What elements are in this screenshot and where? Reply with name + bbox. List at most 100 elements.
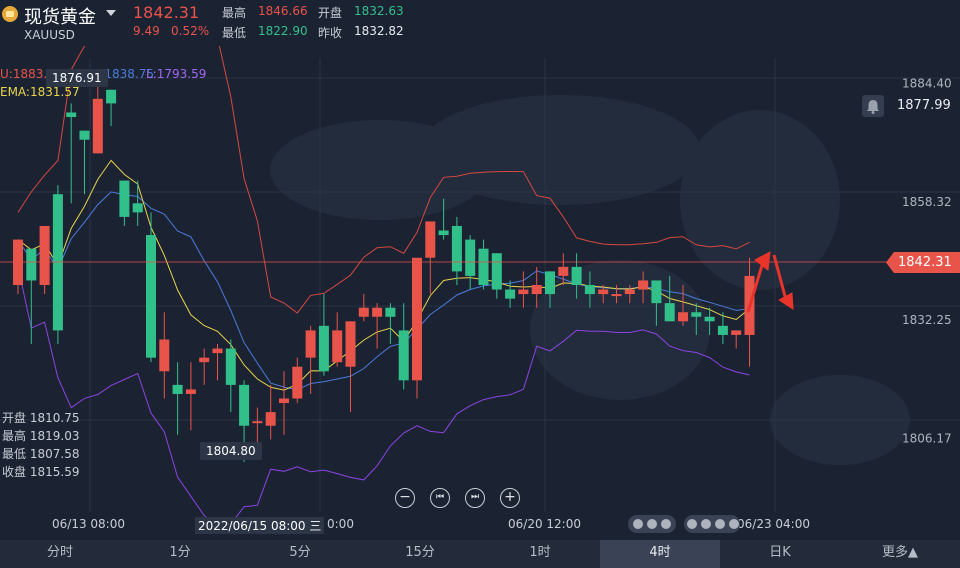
candle-body: [358, 307, 369, 317]
candle-body: [385, 307, 396, 317]
candle-body: [491, 253, 502, 290]
header: 现货黄金 XAUUSD 1842.31 9.49 0.52% 最高 1846.6…: [0, 0, 960, 46]
candle-body: [265, 412, 276, 426]
low-label: 最低: [222, 26, 247, 40]
candle-body: [571, 266, 582, 285]
candle-body: [26, 248, 37, 281]
x-tick-crosshair: 2022/06/15 08:00 三: [195, 517, 325, 534]
lower-band-legend: L:1793.59: [146, 67, 207, 81]
x-tick-1: 06/13 08:00: [52, 517, 125, 531]
x-tick-3: 06/20 12:00: [508, 517, 581, 531]
gold-coin-icon: [2, 6, 18, 22]
ohlc-close-label: 收盘: [2, 465, 27, 479]
ohlc-low: 最低 1807.58: [2, 445, 79, 462]
candle-body: [505, 289, 516, 299]
prev-close-label: 昨收: [318, 26, 343, 40]
candle-body: [465, 239, 476, 276]
tab-4hour[interactable]: 4时: [600, 540, 720, 568]
ema-legend: EMA:1831.57: [0, 85, 80, 99]
tab-5min[interactable]: 5分: [289, 545, 311, 560]
ohlc-close: 收盘 1815.59: [2, 463, 79, 480]
candle-body: [159, 339, 170, 372]
high-marker-tag: 1876.91: [46, 69, 108, 87]
candle-body: [332, 330, 343, 363]
candle-body: [39, 225, 50, 285]
timeframe-tabs: 分时 1分 5分 15分 1时 4时 日K 更多▲: [0, 540, 960, 568]
y-tick-label: 1884.40: [902, 76, 952, 90]
bollinger-bands: [17, 46, 750, 527]
ohlc-high-label: 最高: [2, 429, 27, 443]
candle-body: [412, 257, 422, 381]
candle-body: [478, 248, 489, 285]
ema-line: [17, 159, 750, 391]
tab-daily[interactable]: 日K: [769, 545, 791, 560]
candle-body: [146, 235, 156, 358]
tab-fenshi[interactable]: 分时: [46, 545, 73, 560]
price-axis: 1884.40 1858.32 1832.25 1806.17: [902, 76, 952, 445]
candle-body: [558, 266, 569, 276]
candle-body: [119, 180, 130, 217]
candle-body: [678, 312, 688, 322]
y-tick-label: 1832.25: [902, 313, 952, 327]
instrument-symbol: XAUUSD: [24, 28, 75, 42]
upper-band-line: [17, 46, 750, 314]
open-value: 1832.63: [354, 4, 404, 18]
zoom-in-button[interactable]: +: [500, 488, 520, 508]
candle-body: [545, 271, 555, 295]
ohlc-close-value: 1815.59: [29, 465, 80, 479]
candle-body: [717, 325, 728, 335]
ohlc-open-value: 1810.75: [29, 411, 80, 425]
candle-body: [438, 230, 449, 236]
low-marker-tag: 1804.80: [200, 442, 262, 460]
candle-body: [425, 221, 436, 258]
current-price-badge: [886, 252, 960, 273]
candle-body: [132, 203, 143, 213]
candle-body: [292, 366, 303, 399]
x-tick-crosshair-date: 2022/06/15 08:00: [198, 519, 306, 533]
last-price: 1842.31: [133, 3, 200, 22]
x-tick-crosshair-day: 三: [309, 519, 322, 533]
candlestick-chart[interactable]: 1884.40 1858.32 1832.25 1806.17: [0, 46, 960, 540]
candle-body: [172, 384, 183, 394]
candle-body: [518, 289, 529, 295]
ohlc-low-label: 最低: [2, 447, 27, 461]
scroll-left-button[interactable]: ⏮: [430, 488, 450, 508]
candle-body: [212, 348, 223, 354]
candle-body: [239, 384, 250, 426]
candle-body: [79, 130, 90, 140]
candle-body: [318, 325, 329, 372]
tab-15min[interactable]: 15分: [405, 545, 435, 560]
candle-body: [106, 89, 117, 104]
high-value: 1846.66: [258, 4, 308, 18]
ohlc-low-value: 1807.58: [29, 447, 80, 461]
tab-more[interactable]: 更多▲: [882, 545, 918, 560]
candle-body: [638, 280, 649, 290]
candle-body: [691, 312, 702, 317]
candle-body: [279, 398, 289, 404]
candle-body: [704, 316, 715, 322]
ohlc-open: 开盘 1810.75: [2, 409, 79, 426]
low-value: 1822.90: [258, 24, 308, 38]
tab-1min[interactable]: 1分: [169, 545, 191, 560]
candle-body: [199, 357, 210, 363]
y-tick-label: 1858.32: [902, 195, 952, 209]
red-arrows-annotation: [746, 251, 794, 313]
prev-close-value: 1832.82: [354, 24, 404, 38]
tab-1hour[interactable]: 1时: [529, 545, 551, 560]
alert-bell-icon[interactable]: [862, 95, 884, 117]
candle-body: [185, 389, 196, 394]
price-change-pct: 0.52%: [171, 24, 210, 38]
instrument-name[interactable]: 现货黄金: [24, 7, 96, 28]
ohlc-high-value: 1819.03: [29, 429, 80, 443]
candle-body: [398, 330, 409, 381]
x-tick-4: 06/23 04:00: [737, 517, 810, 531]
scroll-right-button[interactable]: ⏭: [465, 488, 485, 508]
candle-body: [372, 307, 383, 317]
candle-body: [225, 348, 236, 385]
candle-body: [731, 330, 742, 335]
open-label: 开盘: [318, 6, 343, 20]
candle-body: [345, 321, 356, 367]
zoom-out-button[interactable]: −: [395, 488, 415, 508]
chevron-down-icon[interactable]: [106, 10, 116, 16]
candle-body: [305, 330, 316, 358]
